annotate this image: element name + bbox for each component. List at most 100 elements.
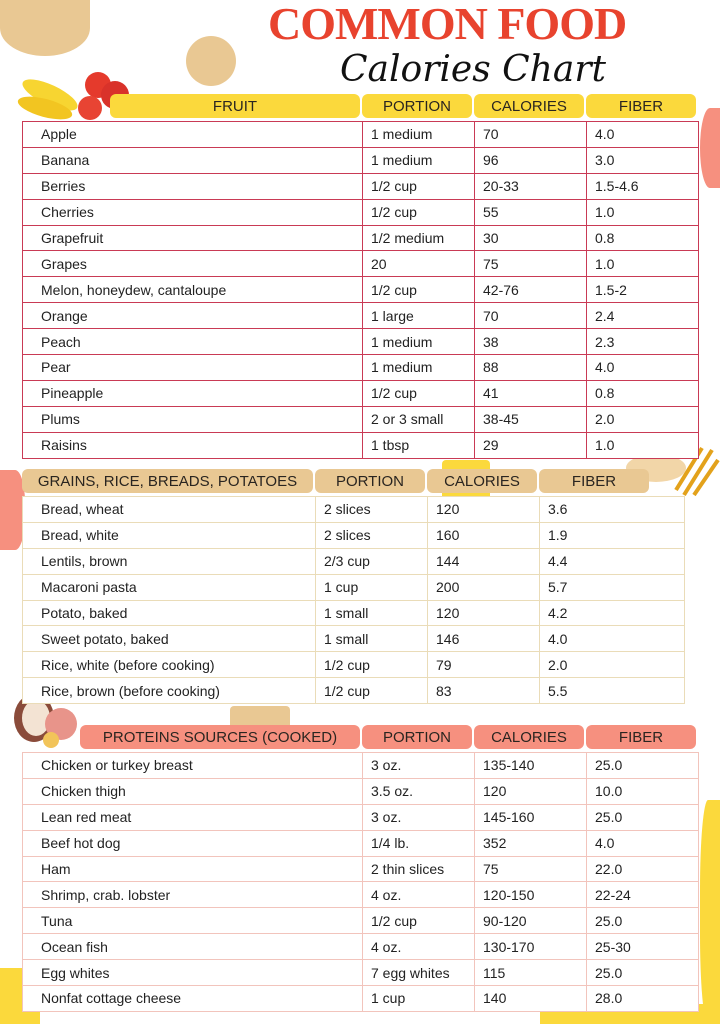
fiber-cell: 4.4 [539, 547, 685, 575]
food-name-cell: Rice, brown (before cooking) [22, 677, 316, 705]
protein-table: Chicken or turkey breast 3 oz. 135-140 25.0… [22, 752, 699, 1012]
table-row: Lentils, brown 2/3 cup 144 4.4 [22, 547, 685, 575]
calories-cell: 130-170 [474, 933, 587, 961]
calories-cell: 83 [427, 677, 540, 705]
calories-cell: 146 [427, 625, 540, 653]
food-name-cell: Banana [22, 146, 363, 174]
column-header: FIBER [586, 94, 696, 118]
food-name-cell: Melon, honeydew, cantaloupe [22, 276, 363, 304]
fiber-cell: 5.7 [539, 573, 685, 601]
table-row: Pineapple 1/2 cup 41 0.8 [22, 379, 699, 407]
table-row: Ocean fish 4 oz. 130-170 25-30 [22, 933, 699, 961]
column-header: GRAINS, RICE, BREADS, POTATOES [22, 469, 313, 493]
table-row: Raisins 1 tbsp 29 1.0 [22, 431, 699, 459]
fiber-cell: 28.0 [586, 985, 699, 1012]
food-name-cell: Nonfat cottage cheese [22, 985, 363, 1012]
table-row: Bread, wheat 2 slices 120 3.6 [22, 496, 685, 523]
food-name-cell: Apple [22, 121, 363, 148]
fiber-cell: 0.8 [586, 379, 699, 407]
table-row: Nonfat cottage cheese 1 cup 140 28.0 [22, 985, 699, 1012]
food-name-cell: Orange [22, 302, 363, 330]
decorative-circle [186, 36, 236, 86]
food-name-cell: Plums [22, 405, 363, 433]
table-row: Pear 1 medium 88 4.0 [22, 354, 699, 381]
table-row: Beef hot dog 1/4 lb. 352 4.0 [22, 829, 699, 857]
fiber-cell: 1.5-2 [586, 276, 699, 304]
food-name-cell: Raisins [22, 431, 363, 459]
table-row: Peach 1 medium 38 2.3 [22, 328, 699, 356]
table-row: Tuna 1/2 cup 90-120 25.0 [22, 907, 699, 935]
decorative-blob [700, 800, 720, 1024]
calories-cell: 79 [427, 651, 540, 679]
fiber-cell: 25.0 [586, 959, 699, 987]
fiber-cell: 4.0 [586, 354, 699, 381]
portion-cell: 1/4 lb. [362, 829, 475, 857]
portion-cell: 1/2 cup [315, 651, 428, 679]
column-header: FIBER [539, 469, 649, 493]
portion-cell: 1 medium [362, 328, 475, 356]
portion-cell: 1/2 cup [315, 677, 428, 705]
portion-cell: 1/2 medium [362, 224, 475, 252]
fiber-cell: 2.0 [586, 405, 699, 433]
fiber-cell: 25.0 [586, 752, 699, 779]
portion-cell: 1 medium [362, 354, 475, 381]
fiber-cell: 1.5-4.6 [586, 172, 699, 200]
portion-cell: 1 large [362, 302, 475, 330]
food-name-cell: Egg whites [22, 959, 363, 987]
table-row: Potato, baked 1 small 120 4.2 [22, 599, 685, 627]
decorative-circle [0, 470, 25, 550]
fiber-cell: 25-30 [586, 933, 699, 961]
portion-cell: 3 oz. [362, 752, 475, 779]
food-name-cell: Pineapple [22, 379, 363, 407]
calories-cell: 20-33 [474, 172, 587, 200]
fiber-cell: 2.0 [539, 651, 685, 679]
calories-cell: 115 [474, 959, 587, 987]
food-name-cell: Berries [22, 172, 363, 200]
fiber-cell: 4.0 [539, 625, 685, 653]
calories-cell: 96 [474, 146, 587, 174]
portion-cell: 1/2 cup [362, 379, 475, 407]
food-name-cell: Cherries [22, 198, 363, 226]
column-header: CALORIES [427, 469, 537, 493]
calories-cell: 200 [427, 573, 540, 601]
grain-table: Bread, wheat 2 slices 120 3.6 Bread, white 2 … [22, 496, 685, 705]
column-header: CALORIES [474, 725, 584, 749]
table-row: Berries 1/2 cup 20-33 1.5-4.6 [22, 172, 699, 200]
fiber-cell: 4.0 [586, 829, 699, 857]
table-row: Chicken thigh 3.5 oz. 120 10.0 [22, 777, 699, 805]
calories-cell: 120 [427, 496, 540, 523]
calories-cell: 38 [474, 328, 587, 356]
calories-cell: 120 [427, 599, 540, 627]
column-header: PORTION [315, 469, 425, 493]
fiber-cell: 1.0 [586, 250, 699, 278]
food-name-cell: Sweet potato, baked [22, 625, 316, 653]
calories-cell: 145-160 [474, 803, 587, 831]
title-common-food: COMMON FOOD [268, 0, 627, 49]
table-row: Lean red meat 3 oz. 145-160 25.0 [22, 803, 699, 831]
table-row: Grapes 20 75 1.0 [22, 250, 699, 278]
fiber-cell: 10.0 [586, 777, 699, 805]
calories-cell: 70 [474, 121, 587, 148]
column-header: CALORIES [474, 94, 584, 118]
decorative-circle [700, 108, 720, 188]
fiber-cell: 1.0 [586, 431, 699, 459]
column-header: PROTEINS SOURCES (COOKED) [80, 725, 360, 749]
table-row: Sweet potato, baked 1 small 146 4.0 [22, 625, 685, 653]
grain-table-header: GRAINS, RICE, BREADS, POTATOES PORTION C… [22, 469, 651, 493]
calories-cell: 352 [474, 829, 587, 857]
table-row: Melon, honeydew, cantaloupe 1/2 cup 42-76 1… [22, 276, 699, 304]
calories-cell: 29 [474, 431, 587, 459]
calories-cell: 30 [474, 224, 587, 252]
portion-cell: 2 thin slices [362, 855, 475, 883]
calories-cell: 38-45 [474, 405, 587, 433]
food-name-cell: Pear [22, 354, 363, 381]
calories-cell: 75 [474, 250, 587, 278]
fiber-cell: 1.0 [586, 198, 699, 226]
table-row: Bread, white 2 slices 160 1.9 [22, 521, 685, 549]
calories-cell: 42-76 [474, 276, 587, 304]
table-row: Rice, white (before cooking) 1/2 cup 79 2.0 [22, 651, 685, 679]
food-name-cell: Grapes [22, 250, 363, 278]
portion-cell: 1/2 cup [362, 276, 475, 304]
calories-cell: 70 [474, 302, 587, 330]
fiber-cell: 22-24 [586, 881, 699, 909]
